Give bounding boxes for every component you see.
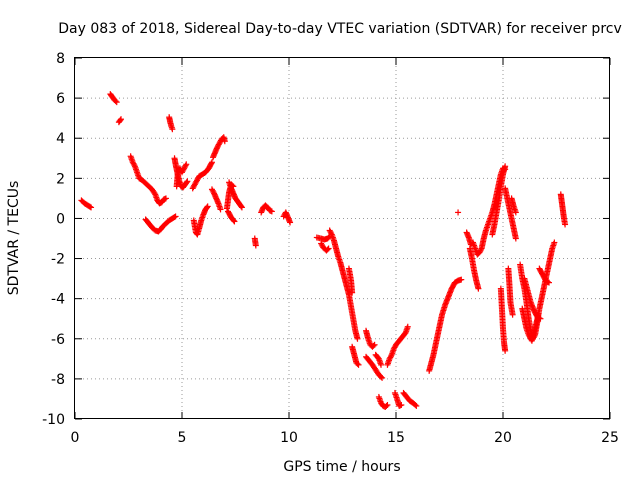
data-point bbox=[378, 373, 385, 380]
data-point bbox=[477, 246, 484, 253]
data-point bbox=[88, 204, 95, 211]
y-tick-label: 2 bbox=[56, 171, 65, 187]
data-point bbox=[354, 360, 361, 367]
y-tick-label: 8 bbox=[56, 51, 65, 67]
data-point bbox=[325, 245, 332, 252]
data-point bbox=[162, 195, 169, 202]
y-tick-label: 0 bbox=[56, 211, 65, 227]
data-point bbox=[204, 203, 211, 210]
data-point bbox=[151, 190, 158, 197]
data-point bbox=[509, 311, 516, 318]
data-point bbox=[231, 218, 238, 225]
data-point bbox=[183, 161, 190, 168]
data-point bbox=[229, 182, 236, 189]
data-point bbox=[371, 341, 378, 348]
data-point bbox=[412, 401, 419, 408]
data-point bbox=[182, 162, 189, 169]
x-tick-label: 25 bbox=[601, 430, 619, 446]
data-point bbox=[537, 315, 544, 322]
data-point bbox=[131, 161, 138, 168]
data-point bbox=[113, 99, 120, 106]
data-series bbox=[78, 91, 569, 410]
data-point bbox=[86, 203, 93, 210]
data-point bbox=[172, 213, 179, 220]
data-point bbox=[455, 209, 462, 216]
data-point bbox=[169, 126, 176, 133]
data-point bbox=[475, 285, 482, 292]
data-point bbox=[546, 279, 553, 286]
data-point bbox=[355, 361, 362, 368]
data-point bbox=[252, 242, 259, 249]
data-point bbox=[117, 117, 124, 124]
x-tick-label: 10 bbox=[280, 430, 298, 446]
data-point bbox=[458, 276, 465, 283]
data-point bbox=[354, 335, 361, 342]
y-axis-label: SDTVAR / TECUs bbox=[6, 181, 22, 296]
x-tick-label: 15 bbox=[387, 430, 405, 446]
data-point bbox=[551, 239, 558, 246]
data-point bbox=[268, 208, 275, 215]
data-point bbox=[544, 278, 551, 285]
data-point bbox=[171, 214, 178, 221]
data-point bbox=[384, 401, 391, 408]
y-tick-label: 4 bbox=[56, 131, 65, 147]
data-point bbox=[512, 209, 519, 216]
data-point bbox=[238, 203, 245, 210]
data-point bbox=[221, 138, 228, 145]
data-point bbox=[118, 116, 125, 123]
tick-labels: 0 5 10 15 20 25 -10 -8 -6 -4 -2 0 2 4 6 8 bbox=[42, 51, 619, 446]
x-axis-label: GPS time / hours bbox=[283, 459, 400, 475]
data-point bbox=[112, 98, 119, 105]
data-point bbox=[536, 315, 543, 322]
y-tick-label: -8 bbox=[51, 372, 65, 388]
data-point bbox=[203, 204, 210, 211]
y-tick-label: -4 bbox=[51, 292, 65, 308]
plot-frame bbox=[74, 57, 610, 419]
data-point bbox=[404, 323, 411, 330]
data-point bbox=[184, 178, 191, 185]
y-tick-label: -10 bbox=[42, 412, 65, 428]
data-point bbox=[502, 347, 509, 354]
chart-title: Day 083 of 2018, Sidereal Day-to-day VTE… bbox=[58, 21, 622, 37]
data-point bbox=[562, 221, 569, 228]
data-point bbox=[370, 342, 377, 349]
data-point bbox=[183, 179, 190, 186]
axis-ticks bbox=[74, 57, 611, 420]
data-point bbox=[378, 361, 385, 368]
y-tick-label: -2 bbox=[51, 252, 65, 268]
y-tick-label: 6 bbox=[56, 91, 65, 107]
data-point bbox=[230, 217, 237, 224]
data-point bbox=[398, 401, 405, 408]
x-tick-label: 20 bbox=[494, 430, 512, 446]
grid-lines bbox=[75, 58, 610, 419]
data-point bbox=[383, 402, 390, 409]
data-point bbox=[502, 163, 509, 170]
data-point bbox=[413, 402, 420, 409]
x-tick-label: 0 bbox=[71, 430, 80, 446]
data-point bbox=[217, 206, 224, 213]
data-point bbox=[230, 183, 237, 190]
data-point bbox=[208, 159, 215, 166]
y-tick-label: -6 bbox=[51, 332, 65, 348]
data-point bbox=[238, 204, 245, 211]
data-point bbox=[324, 246, 331, 253]
data-point bbox=[287, 219, 294, 226]
data-point bbox=[208, 160, 215, 167]
data-point bbox=[379, 374, 386, 381]
data-point bbox=[388, 353, 395, 360]
data-point bbox=[512, 235, 519, 242]
x-tick-label: 5 bbox=[178, 430, 187, 446]
data-point bbox=[349, 289, 356, 296]
data-point bbox=[328, 230, 335, 237]
